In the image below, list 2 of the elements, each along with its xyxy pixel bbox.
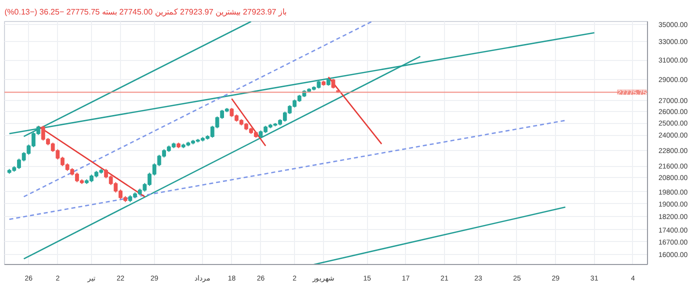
text: باز 27923.97 بیشترین 27923.97 کمترین 27745.00 بسته 27775.75 −36.25 (−0.13%) bbox=[4, 8, 286, 16]
candlestick bbox=[331, 78, 336, 89]
